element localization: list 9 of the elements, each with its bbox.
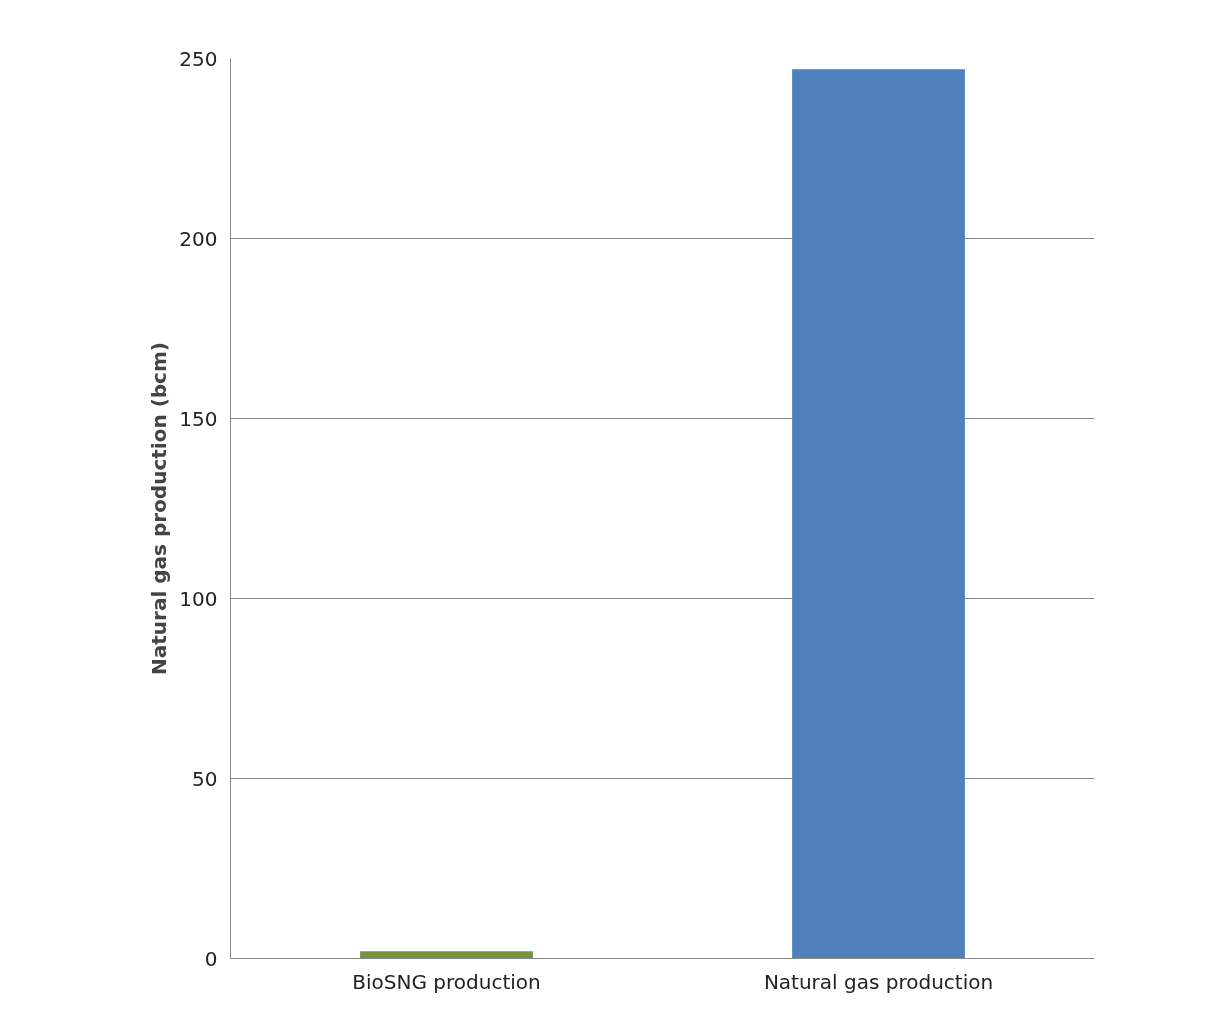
y-tick-label: 200 [179, 226, 218, 251]
y-tick-label: 250 [179, 46, 218, 71]
y-tick-label: 50 [192, 766, 218, 791]
x-tick-label: BioSNG production [352, 969, 541, 994]
y-axis-title: Natural gas production (bcm) [147, 342, 172, 675]
y-tick-label: 0 [204, 946, 218, 971]
y-tick-label: 100 [179, 586, 218, 611]
y-tick-label: 150 [179, 406, 218, 431]
x-tick-label: Natural gas production [763, 969, 994, 994]
